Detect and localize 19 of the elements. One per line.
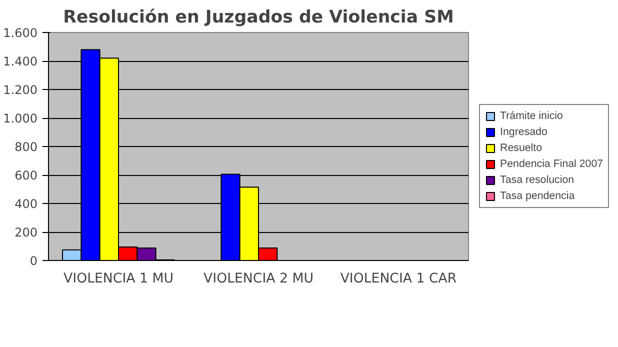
y-tick-label: 1.200 (3, 83, 38, 97)
legend-label: Trámite inicio (500, 110, 563, 122)
legend-label: Tasa resolucion (500, 174, 574, 186)
y-tick-label: 1.000 (3, 112, 38, 126)
legend-label: Resuelto (500, 142, 542, 154)
x-tick-label: VIOLENCIA 1 MU (64, 272, 174, 286)
y-tick-label: 400 (14, 197, 38, 211)
y-tick-label: 600 (14, 168, 38, 182)
legend-label: Ingresado (500, 126, 548, 138)
y-tick-label: 1.600 (3, 26, 38, 40)
legend-label: Tasa pendencia (500, 190, 575, 202)
y-tick-label: 1.400 (3, 54, 38, 68)
y-tick-label: 800 (14, 140, 38, 154)
legend-label: Pendencia Final 2007 (500, 158, 604, 170)
chart-title: Resolución en Juzgados de Violencia SM (63, 8, 454, 28)
y-tick-label: 200 (14, 226, 38, 240)
x-tick-label: VIOLENCIA 2 MU (204, 272, 314, 286)
x-tick-label: VIOLENCIA 1 CAR (340, 272, 457, 286)
y-tick-label: 0 (30, 254, 38, 268)
